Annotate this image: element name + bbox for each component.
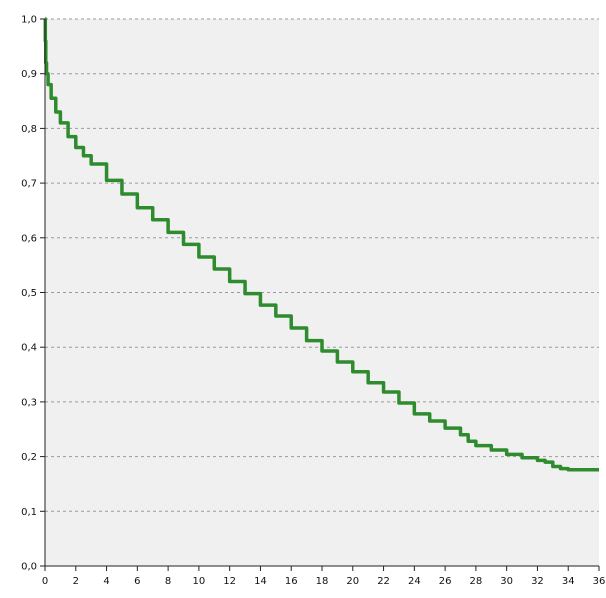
y-tick-label: 0,7 [21,179,37,190]
x-tick-label: 24 [408,576,421,587]
x-tick-label: 2 [73,576,79,587]
y-tick-label: 0,4 [21,343,37,354]
x-tick-label: 20 [346,576,359,587]
x-tick-label: 34 [562,576,575,587]
y-tick-label: 0,8 [21,124,37,135]
x-tick-label: 10 [193,576,206,587]
x-tick-label: 12 [223,576,236,587]
x-tick-label: 0 [42,576,48,587]
x-tick-label: 16 [285,576,298,587]
x-axis-ticks: 0 2 4 6 8 10 12 14 16 18 20 22 24 26 28 30 32 34 36 [42,566,606,587]
x-tick-label: 32 [531,576,544,587]
y-tick-label: 0,0 [21,562,37,573]
y-tick-label: 0,5 [21,288,37,299]
x-tick-label: 26 [439,576,452,587]
y-tick-label: 0,3 [21,397,37,408]
y-axis-ticks: 0,0 0,1 0,2 0,3 0,4 0,5 0,6 0,7 0,8 0,9 1,0 [21,15,45,573]
x-tick-label: 8 [165,576,171,587]
x-tick-label: 18 [316,576,329,587]
x-tick-label: 4 [103,576,109,587]
y-tick-label: 0,9 [21,69,37,80]
y-tick-label: 1,0 [21,15,37,26]
x-tick-label: 22 [377,576,390,587]
survival-curve [43,17,599,472]
x-tick-label: 36 [593,576,606,587]
x-tick-label: 30 [500,576,513,587]
x-tick-label: 6 [134,576,140,587]
y-tick-label: 0,1 [21,507,37,518]
series-group [43,17,599,472]
x-tick-label: 14 [254,576,267,587]
y-tick-label: 0,6 [21,233,37,244]
x-tick-label: 28 [470,576,483,587]
y-tick-label: 0,2 [21,452,37,463]
